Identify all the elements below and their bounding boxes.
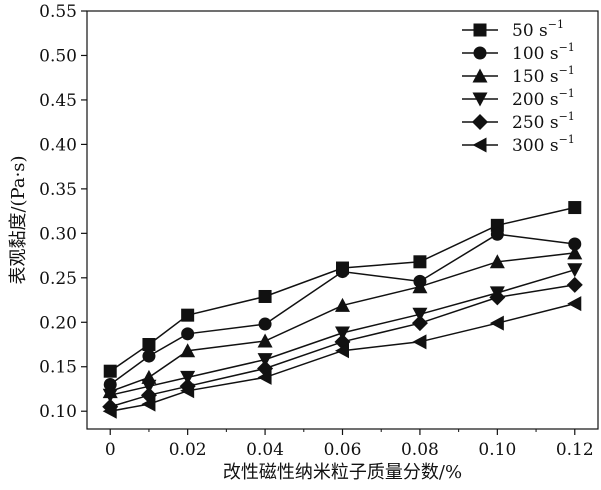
x-tick-label: 0.12: [556, 440, 594, 460]
marker-diamond: [489, 289, 506, 306]
marker-circle: [473, 46, 487, 60]
marker-square: [142, 338, 156, 352]
legend-exponent: −1: [559, 110, 575, 123]
marker-circle: [568, 237, 582, 251]
marker-square: [473, 23, 487, 37]
marker-square: [568, 201, 582, 215]
marker-square: [103, 364, 117, 378]
marker-square: [258, 289, 272, 303]
x-tick-label: 0.02: [169, 440, 207, 460]
marker-circle: [336, 265, 349, 279]
marker-triangle-down: [567, 263, 583, 278]
legend-exponent: −1: [559, 41, 575, 54]
series-layer: [102, 201, 583, 419]
y-tick-label: 0.50: [39, 46, 77, 66]
series-250: [102, 276, 583, 415]
legend-label: 100 s−1: [512, 41, 575, 64]
legend-label: 250 s−1: [512, 110, 575, 133]
marker-diamond: [472, 114, 488, 130]
marker-triangle-up: [412, 279, 428, 294]
marker-circle: [181, 327, 195, 341]
y-tick-label: 0.15: [39, 358, 77, 378]
y-tick-label: 0.20: [39, 313, 77, 333]
y-tick-label: 0.45: [39, 91, 77, 111]
marker-square: [490, 218, 504, 232]
series-150: [102, 245, 583, 399]
x-tick-label: 0.04: [246, 440, 284, 460]
marker-triangle-down: [335, 326, 350, 341]
marker-triangle-left: [102, 403, 117, 419]
legend-label: 150 s−1: [512, 64, 575, 87]
marker-triangle-down: [472, 92, 488, 107]
series-line: [109, 252, 575, 393]
x-tick-label: 0.08: [401, 440, 439, 460]
marker-triangle-left: [180, 383, 195, 399]
x-axis-title: 改性磁性纳米粒子质量分数/%: [223, 462, 462, 483]
legend-exponent: −1: [559, 133, 575, 146]
legend-exponent: −1: [548, 18, 564, 31]
legend-entry-250: 250 s−1: [462, 110, 575, 133]
marker-triangle-up: [567, 245, 583, 260]
marker-square: [181, 308, 195, 322]
legend-entry-200: 200 s−1: [462, 87, 575, 110]
marker-diamond: [566, 276, 583, 293]
marker-circle: [142, 349, 156, 363]
y-tick-label: 0.30: [39, 224, 77, 244]
marker-triangle-down: [180, 370, 196, 385]
series-line: [109, 233, 575, 386]
legend-label: 50 s−1: [512, 18, 564, 41]
series-line: [110, 269, 576, 396]
marker-triangle-left: [489, 315, 504, 331]
marker-triangle-up: [257, 333, 273, 348]
marker-triangle-down: [257, 353, 273, 368]
marker-triangle-up: [180, 343, 196, 358]
marker-triangle-left: [141, 396, 156, 412]
y-tick-label: 0.40: [39, 135, 77, 155]
legend-label: 200 s−1: [512, 87, 575, 110]
marker-triangle-left: [412, 334, 427, 350]
marker-triangle-up: [472, 68, 488, 83]
marker-square: [413, 255, 427, 269]
marker-circle: [490, 227, 504, 241]
y-tick-label: 0.10: [39, 402, 77, 422]
marker-triangle-left: [257, 369, 272, 385]
marker-triangle-up: [489, 254, 505, 269]
series-200: [102, 263, 583, 403]
marker-triangle-down: [102, 388, 118, 403]
y-tick-label: 0.35: [39, 180, 77, 200]
marker-triangle-down: [141, 379, 157, 394]
series-line: [110, 302, 575, 412]
y-axis: 0.10 0.15 0.20 0.25 0.30 0.35 0.40 0.45 0.50 0.55: [39, 2, 87, 422]
legend-entry-150: 150 s−1: [462, 64, 575, 87]
y-tick-label: 0.55: [39, 2, 77, 22]
marker-triangle-left: [335, 343, 349, 359]
marker-triangle-down: [412, 307, 428, 322]
series-100: [103, 227, 582, 392]
legend-entry-50: 50 s−1: [462, 18, 564, 41]
y-axis-title: 表观黏度/(Pa·s): [8, 155, 29, 284]
x-tick-label: 0.10: [478, 440, 516, 460]
x-axis: 0 0.02 0.04 0.06 0.08 0.10 0.12: [105, 429, 594, 460]
marker-diamond: [411, 315, 428, 332]
legend-exponent: −1: [559, 64, 575, 77]
legend-entry-100: 100 s−1: [462, 41, 575, 64]
legend-label: 300 s−1: [512, 133, 575, 156]
marker-circle: [258, 317, 272, 331]
marker-triangle-left: [567, 296, 582, 312]
legend-entry-300: 300 s−1: [462, 133, 575, 156]
series-300: [102, 296, 582, 419]
y-tick-label: 0.25: [39, 269, 77, 289]
marker-triangle-left: [472, 137, 487, 153]
legend-exponent: −1: [559, 87, 575, 100]
marker-triangle-up: [335, 297, 350, 312]
x-tick-label: 0: [105, 440, 116, 460]
x-tick-label: 0.06: [324, 440, 362, 460]
